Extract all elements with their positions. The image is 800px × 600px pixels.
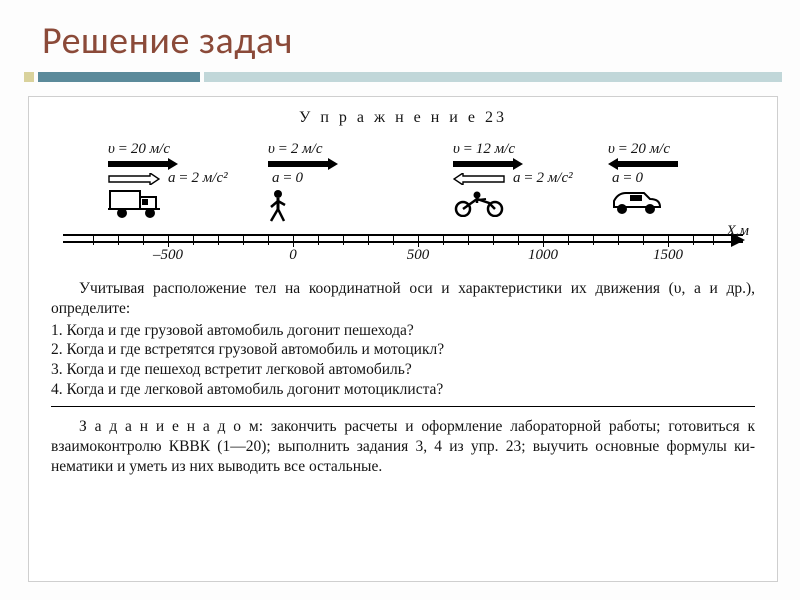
truck-icon — [108, 189, 174, 219]
object-motorcycle: υ = 12 м/сa = 2 м/с² — [453, 141, 583, 222]
separator — [51, 406, 755, 407]
tick-label: 500 — [407, 247, 430, 264]
object-truck: υ = 20 м/сa = 2 м/с² — [108, 141, 238, 224]
axis-label: X,м — [727, 223, 750, 240]
question-list: 1. Когда и где грузовой автомобиль догон… — [51, 321, 755, 400]
exercise-title: У п р а ж н е н и е 23 — [51, 109, 755, 127]
question-item: 4. Когда и где легковой автомобиль догон… — [51, 380, 755, 400]
homework: З а д а н и е н а д о м: закончить расче… — [51, 417, 755, 476]
tick-label: 1500 — [653, 247, 683, 264]
accent-bar — [24, 72, 782, 82]
homework-label: З а д а н и е н а д о м: — [79, 418, 263, 435]
motion-diagram: X,м –500050010001500 υ = 20 м/сa = 2 м/с… — [63, 141, 743, 271]
object-car: υ = 20 м/сa = 0 — [608, 141, 738, 222]
object-pedestrian: υ = 2 м/сa = 0 — [268, 141, 398, 228]
content-box: У п р а ж н е н и е 23 X,м –500 0 500 1000 1… — [28, 96, 778, 582]
question-item: 2. Когда и где встретятся грузовой автом… — [51, 340, 755, 360]
pedestrian-icon — [268, 189, 288, 223]
page-title: Решение задач — [0, 0, 800, 64]
question-item: 3. Когда и где пешеход встретит легковой… — [51, 360, 755, 380]
motorcycle-icon — [453, 189, 505, 217]
question-item: 1. Когда и где грузовой автомобиль догон… — [51, 321, 755, 341]
intro-text: Учитывая расположение тел на координатно… — [51, 279, 755, 319]
tick-label: 1000 — [528, 247, 558, 264]
tick-label: –500 — [153, 247, 183, 264]
car-icon — [608, 189, 664, 217]
tick-label: 0 — [289, 247, 297, 264]
